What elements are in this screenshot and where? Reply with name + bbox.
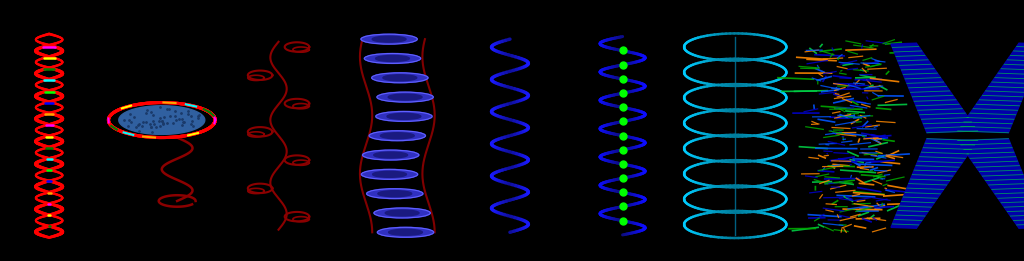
Ellipse shape bbox=[385, 210, 419, 216]
Ellipse shape bbox=[377, 227, 434, 237]
Ellipse shape bbox=[373, 171, 407, 177]
Polygon shape bbox=[957, 43, 1024, 133]
Ellipse shape bbox=[388, 94, 422, 100]
Ellipse shape bbox=[369, 131, 426, 141]
Ellipse shape bbox=[360, 34, 418, 44]
Ellipse shape bbox=[361, 169, 418, 179]
Ellipse shape bbox=[367, 189, 423, 199]
Polygon shape bbox=[957, 139, 1024, 228]
Ellipse shape bbox=[381, 133, 414, 139]
Ellipse shape bbox=[377, 92, 433, 102]
Ellipse shape bbox=[365, 54, 421, 63]
Ellipse shape bbox=[387, 114, 421, 119]
Ellipse shape bbox=[378, 191, 412, 197]
Ellipse shape bbox=[374, 152, 408, 158]
Polygon shape bbox=[119, 106, 205, 134]
Ellipse shape bbox=[376, 111, 432, 121]
Ellipse shape bbox=[389, 229, 423, 235]
Ellipse shape bbox=[372, 73, 428, 83]
Ellipse shape bbox=[376, 56, 410, 61]
Ellipse shape bbox=[383, 75, 417, 81]
Ellipse shape bbox=[374, 208, 430, 218]
Ellipse shape bbox=[373, 36, 406, 42]
Polygon shape bbox=[891, 139, 978, 228]
Ellipse shape bbox=[362, 150, 419, 160]
Polygon shape bbox=[891, 43, 978, 133]
